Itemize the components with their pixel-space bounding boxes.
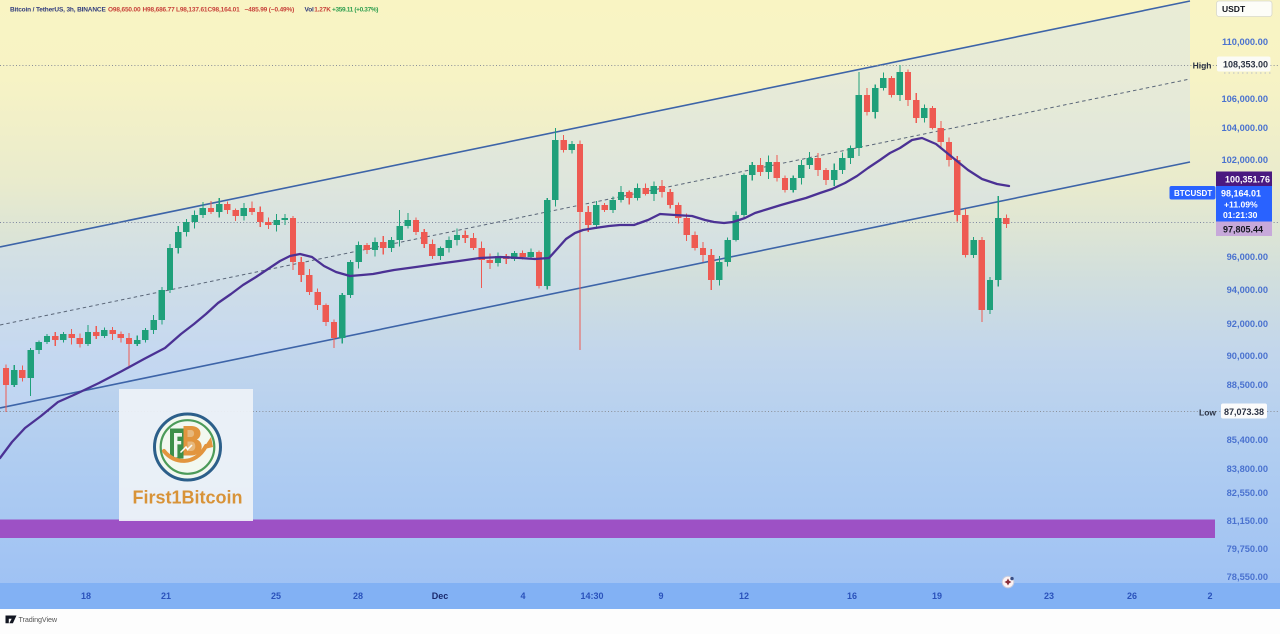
svg-text:104,000.00: 104,000.00 bbox=[1221, 123, 1268, 133]
svg-text:18: 18 bbox=[81, 591, 91, 601]
svg-text:−485.99 (−0.49%): −485.99 (−0.49%) bbox=[245, 7, 295, 14]
svg-text:H98,686.77: H98,686.77 bbox=[143, 7, 176, 14]
svg-text:Vol: Vol bbox=[305, 7, 315, 14]
svg-text:100,351.76: 100,351.76 bbox=[1225, 174, 1270, 184]
svg-text:78,550.00: 78,550.00 bbox=[1227, 572, 1268, 582]
svg-text:L98,137.61: L98,137.61 bbox=[176, 7, 208, 14]
svg-text:BTCUSDT: BTCUSDT bbox=[1174, 189, 1212, 198]
svg-text:2: 2 bbox=[1207, 591, 1212, 601]
svg-text:25: 25 bbox=[271, 591, 281, 601]
svg-text:108,353.00: 108,353.00 bbox=[1223, 60, 1268, 70]
svg-text:TradingView: TradingView bbox=[19, 615, 58, 624]
svg-text:01:21:30: 01:21:30 bbox=[1223, 210, 1258, 220]
svg-text:23: 23 bbox=[1044, 591, 1054, 601]
svg-text:83,800.00: 83,800.00 bbox=[1227, 464, 1268, 474]
svg-text:1.27K: 1.27K bbox=[314, 7, 331, 14]
svg-text:O98,650.00: O98,650.00 bbox=[108, 7, 141, 14]
svg-text:Low: Low bbox=[1199, 408, 1216, 418]
svg-text:USDT: USDT bbox=[1222, 4, 1246, 14]
svg-text:C98,164.01: C98,164.01 bbox=[208, 7, 241, 14]
svg-text:81,150.00: 81,150.00 bbox=[1227, 516, 1268, 526]
svg-text:87,073.38: 87,073.38 bbox=[1224, 407, 1264, 417]
svg-text:90,000.00: 90,000.00 bbox=[1227, 351, 1268, 361]
svg-text:9: 9 bbox=[658, 591, 663, 601]
svg-text:97,805.44: 97,805.44 bbox=[1223, 224, 1263, 234]
svg-text:82,550.00: 82,550.00 bbox=[1227, 488, 1268, 498]
svg-text:102,000.00: 102,000.00 bbox=[1221, 155, 1268, 165]
svg-text:Dec: Dec bbox=[432, 591, 449, 601]
svg-text:94,000.00: 94,000.00 bbox=[1227, 285, 1268, 295]
svg-text:High: High bbox=[1193, 61, 1212, 71]
svg-text:28: 28 bbox=[353, 591, 363, 601]
svg-text:4: 4 bbox=[520, 591, 525, 601]
svg-text:92,000.00: 92,000.00 bbox=[1227, 319, 1268, 329]
svg-text:110,000.00: 110,000.00 bbox=[1222, 37, 1268, 47]
svg-text:79,750.00: 79,750.00 bbox=[1227, 544, 1268, 554]
svg-text:88,500.00: 88,500.00 bbox=[1227, 380, 1268, 390]
svg-text:+359.11 (+0.37%): +359.11 (+0.37%) bbox=[332, 7, 378, 14]
svg-text:+11.09%: +11.09% bbox=[1224, 199, 1258, 209]
svg-text:26: 26 bbox=[1127, 591, 1137, 601]
svg-text:First1Bitcoin: First1Bitcoin bbox=[132, 488, 242, 508]
svg-text:Bitcoin / TetherUS, 3h, BINANC: Bitcoin / TetherUS, 3h, BINANCE bbox=[10, 7, 106, 14]
svg-text:16: 16 bbox=[847, 591, 857, 601]
svg-text:12: 12 bbox=[739, 591, 749, 601]
svg-text:14:30: 14:30 bbox=[580, 591, 603, 601]
svg-text:21: 21 bbox=[161, 591, 171, 601]
svg-text:85,400.00: 85,400.00 bbox=[1227, 435, 1268, 445]
svg-text:98,164.01: 98,164.01 bbox=[1221, 188, 1261, 198]
svg-text:96,000.00: 96,000.00 bbox=[1227, 252, 1268, 262]
svg-text:19: 19 bbox=[932, 591, 942, 601]
svg-text:106,000.00: 106,000.00 bbox=[1221, 94, 1268, 104]
